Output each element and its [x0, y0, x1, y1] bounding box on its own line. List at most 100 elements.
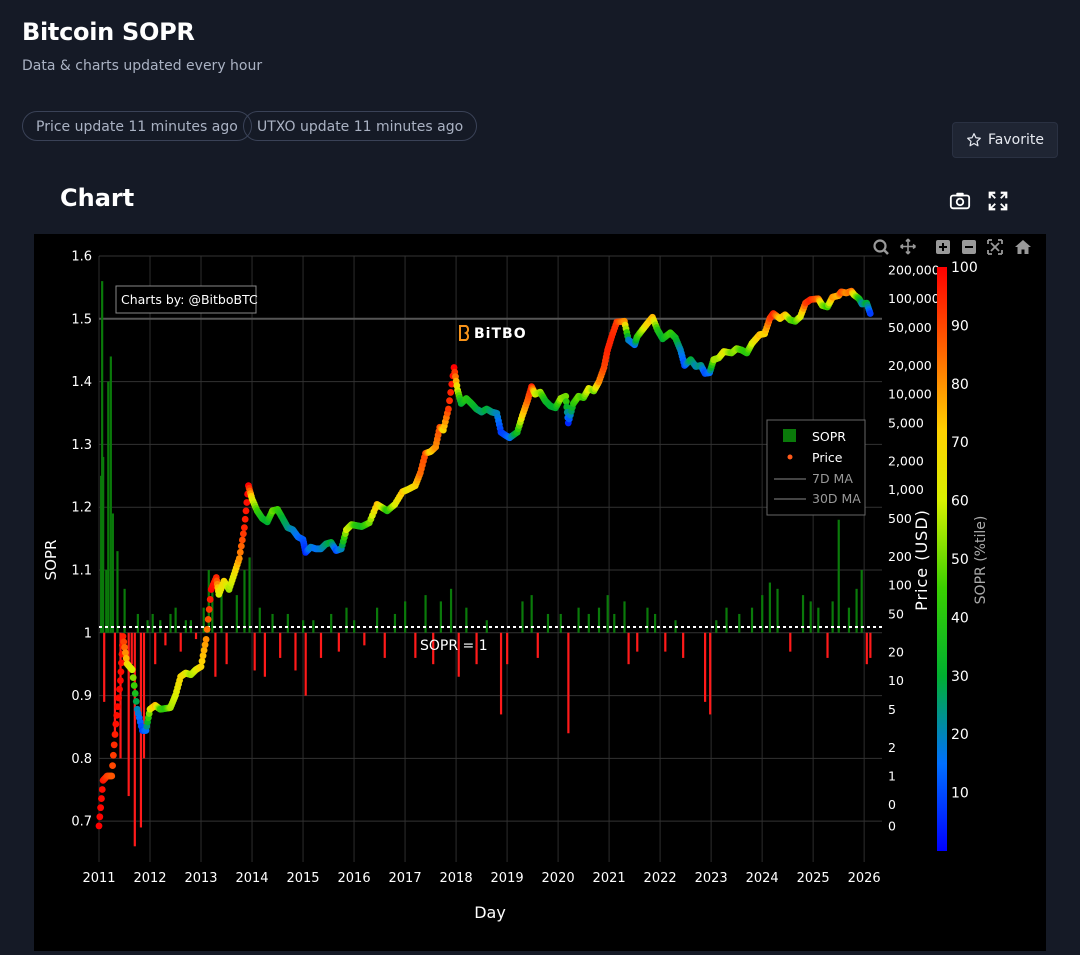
sopr-bar — [248, 557, 251, 633]
price-point — [112, 720, 120, 728]
sopr-bar — [345, 607, 348, 633]
price-point — [202, 635, 210, 643]
home-icon[interactable] — [1015, 240, 1031, 254]
sopr-bar — [220, 588, 223, 633]
price-point — [121, 643, 129, 651]
zoom-icon[interactable] — [873, 239, 889, 255]
sopr-bar — [294, 632, 297, 671]
price-point — [866, 310, 874, 317]
price-point — [116, 685, 123, 693]
price-point — [201, 641, 209, 649]
favorite-button[interactable]: Favorite — [952, 122, 1058, 158]
price-point — [204, 616, 212, 623]
x-tick-label: 2015 — [286, 871, 319, 886]
sopr-bar — [154, 632, 157, 665]
fullscreen-icon[interactable] — [987, 190, 1009, 212]
sopr-bar — [271, 613, 274, 633]
x-tick-label: 2021 — [593, 871, 626, 886]
x-tick-label: 2012 — [133, 871, 166, 886]
price-point — [95, 822, 103, 830]
x-tick-label: 2019 — [491, 871, 524, 886]
price-point — [108, 772, 116, 780]
price-tick-label: 200 — [888, 549, 912, 564]
sopr-bar — [623, 601, 626, 633]
y-tick-label: 0.8 — [71, 752, 92, 767]
sopr-bar — [855, 588, 858, 633]
sopr-bar — [776, 588, 779, 633]
sopr-bar — [330, 613, 333, 633]
sopr-bar — [133, 632, 136, 847]
x-tick-label: 2024 — [746, 871, 779, 886]
price-point — [130, 682, 138, 689]
price-point — [131, 690, 139, 697]
sopr-bar — [606, 595, 609, 633]
legend-price: Price — [812, 450, 843, 465]
price-point — [98, 795, 105, 802]
sopr-bar — [831, 601, 834, 633]
x-axis-label: Day — [474, 903, 506, 922]
colorbar — [937, 267, 947, 851]
favorite-label: Favorite — [988, 132, 1044, 148]
price-tick-label: 0 — [888, 797, 896, 812]
colorbar-tick-label: 80 — [951, 377, 969, 393]
zoom-out-icon[interactable] — [962, 240, 976, 254]
sopr-bar — [109, 356, 112, 633]
zoom-in-icon[interactable] — [936, 240, 950, 254]
sopr-bar — [174, 607, 177, 633]
price-tick-label: 2 — [888, 740, 896, 755]
x-axis: 2011 2012 2013 2014 2015 2016 2017 2018 2019 2020… — [82, 871, 880, 886]
price-point — [203, 625, 211, 633]
y-tick-label: 0.7 — [71, 815, 92, 830]
sopr-bar — [169, 613, 172, 633]
price-point — [120, 638, 128, 646]
sopr-bar — [164, 632, 167, 646]
sopr-bar — [654, 613, 657, 633]
legend: SOPR Price 7D MA 30D MA — [766, 419, 866, 516]
price-axis: 0 0 1 2 5 10 20 50 100 200 500 1,000 2,000 5,000 10,00… — [888, 263, 940, 834]
x-tick-label: 2017 — [389, 871, 422, 886]
sopr-bar — [789, 632, 792, 652]
pan-icon[interactable] — [900, 238, 916, 255]
price-point — [238, 536, 246, 544]
price-point — [98, 786, 106, 793]
sopr-bar — [865, 632, 868, 665]
sopr-bars — [100, 281, 872, 847]
price-tick-label: 50,000 — [888, 320, 932, 335]
price-point — [115, 694, 122, 702]
price-point — [96, 813, 104, 821]
sopr-bar — [194, 632, 198, 640]
colorbar-label: SOPR (%tile) — [973, 516, 989, 605]
sopr-bar — [837, 519, 840, 633]
price-series — [95, 287, 874, 830]
price-tick-label: 2,000 — [888, 453, 924, 468]
price-tick-label: 1 — [888, 769, 896, 784]
sopr-bar — [627, 632, 630, 665]
sopr-bar — [587, 613, 590, 633]
sopr-bar — [439, 601, 442, 633]
watermark-text: BiTBO — [474, 326, 527, 342]
legend-7d: 7D MA — [812, 471, 853, 486]
x-tick-label: 2011 — [82, 871, 115, 886]
price-point — [119, 633, 127, 640]
reference-line-label: SOPR = 1 — [420, 638, 488, 654]
sopr-bar — [235, 595, 238, 633]
sopr-bar — [761, 595, 764, 633]
credit-box: Charts by: @BitboBTC — [115, 285, 258, 314]
y-tick-label: 1.6 — [71, 250, 92, 265]
price-point — [197, 663, 205, 670]
camera-icon[interactable] — [949, 190, 971, 212]
price-point — [122, 649, 129, 657]
autoscale-icon[interactable] — [987, 239, 1003, 255]
sopr-bar — [801, 595, 805, 633]
price-update-badge: Price update 11 minutes ago — [22, 111, 252, 141]
sopr-bar — [869, 632, 872, 658]
colorbar-tick-label: 30 — [951, 669, 969, 685]
price-point — [562, 398, 570, 406]
colorbar-ticks: 10 20 30 40 50 60 70 80 90 100 — [951, 260, 978, 802]
sopr-bar — [130, 632, 133, 665]
sopr-bar — [319, 632, 323, 658]
sopr-chart[interactable]: SOPR = 1 0.70.80.911.11.21.31.41.51.6 00… — [34, 234, 1046, 951]
colorbar-tick-label: 40 — [951, 610, 969, 626]
price-point — [206, 596, 214, 603]
